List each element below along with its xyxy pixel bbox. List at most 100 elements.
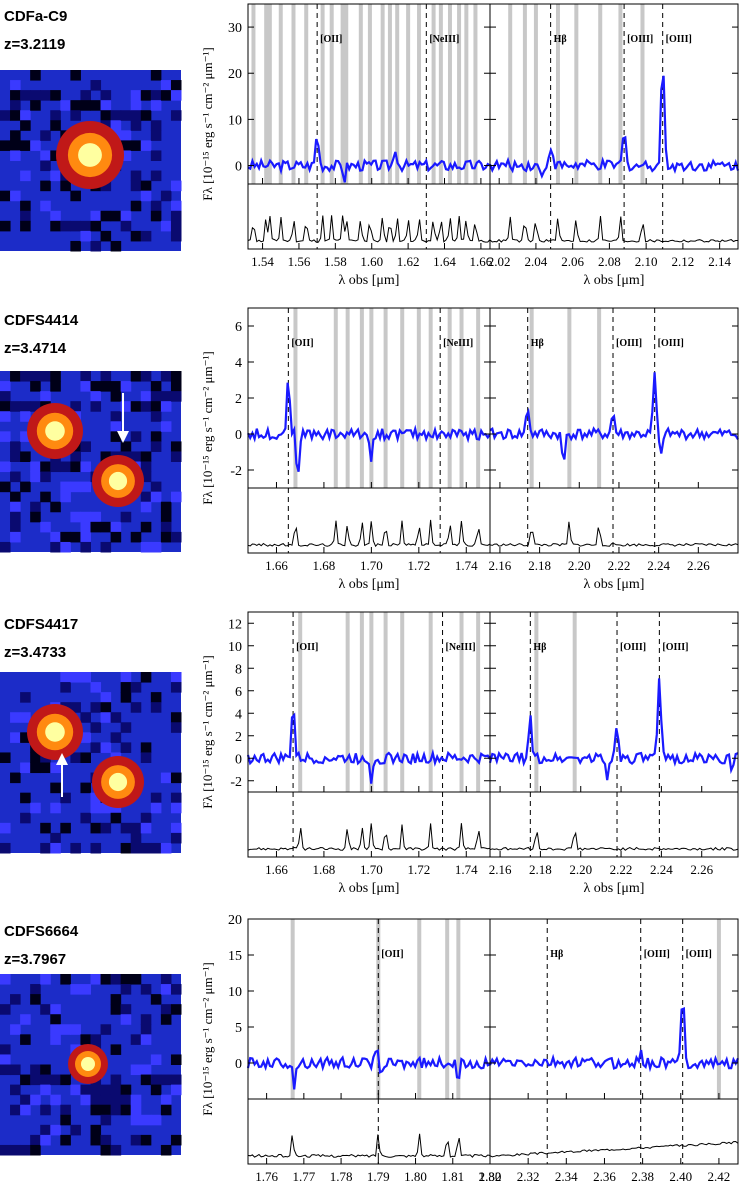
sky-band	[383, 308, 388, 488]
thumbnail-pixel	[90, 702, 102, 713]
x-axis-label: λ obs [μm]	[339, 881, 400, 896]
thumbnail-pixel	[40, 822, 51, 834]
thumbnail-pixel	[120, 984, 132, 995]
panel-left: [OII] [NeIII] 1.54 1.56 1.58 1.60 1.62 1.64 1.66…	[228, 3, 493, 288]
thumbnail-pixel	[20, 1144, 31, 1156]
thumbnail-pixel	[60, 180, 71, 192]
thumbnail-pixel	[170, 792, 182, 804]
thumbnail-pixel	[70, 984, 81, 995]
sky-spectrum	[247, 519, 491, 548]
spectrum-line	[247, 138, 491, 183]
thumbnail-pixel	[40, 521, 51, 533]
thumbnail-pixel	[40, 1134, 51, 1146]
thumbnail-pixel	[50, 150, 61, 161]
thumbnail-pixel	[30, 984, 41, 995]
x-tick-label: 2.24	[650, 862, 673, 877]
thumbnail-pixel	[130, 531, 142, 543]
thumbnail-pixel	[160, 1104, 172, 1116]
sky-band	[716, 919, 721, 1099]
x-axis-label: λ obs [μm]	[339, 273, 400, 288]
thumbnail-pixel	[110, 712, 122, 723]
y-axis-label: Fλ [10⁻¹⁵ erg s⁻¹ cm⁻² μm⁻¹]	[200, 47, 215, 200]
thumbnail-pixel	[100, 381, 112, 392]
thumbnail-pixel	[50, 110, 61, 121]
thumbnail-pixel	[20, 200, 31, 212]
thumbnail-pixel	[140, 401, 152, 412]
x-tick-label: 2.14	[708, 254, 731, 269]
thumbnail-pixel	[110, 1104, 122, 1116]
thumbnail-pixel	[100, 230, 112, 242]
object-redshift: z=3.4714	[4, 340, 67, 357]
x-tick-label: 2.04	[525, 254, 548, 269]
thumbnail-pixel	[120, 722, 132, 733]
thumbnail-pixel	[70, 70, 81, 81]
thumbnail-pixel	[140, 501, 152, 513]
thumbnail-pixel	[120, 1104, 132, 1116]
x-tick-label: 2.22	[608, 558, 631, 573]
thumbnail-pixel	[150, 802, 162, 814]
thumbnail-source	[27, 403, 83, 459]
thumbnail-pixel	[40, 1004, 51, 1015]
thumbnail-pixel	[90, 100, 102, 111]
spectrum-line	[246, 712, 491, 784]
x-tick-label: 1.74	[455, 558, 478, 573]
thumbnail-pixel	[80, 541, 91, 553]
sky-band	[416, 308, 421, 488]
thumbnail-pixel	[140, 110, 152, 121]
thumbnail-pixel	[0, 1054, 11, 1065]
thumbnail-pixel	[80, 441, 91, 452]
sky-band	[555, 4, 560, 184]
sky-spectrum	[489, 215, 738, 243]
thumbnail-pixel	[150, 441, 162, 452]
thumbnail-pixel	[130, 682, 142, 693]
thumbnail-pixel	[10, 501, 21, 513]
x-axis-label: λ obs [μm]	[584, 273, 645, 288]
thumbnail-pixel	[140, 822, 152, 834]
thumbnail-pixel	[0, 381, 11, 392]
thumbnail-pixel	[140, 752, 152, 763]
thumbnail-pixel	[90, 210, 102, 222]
thumbnail-pixel	[30, 140, 41, 151]
arrow-head	[56, 753, 68, 765]
thumbnail-pixel	[0, 190, 11, 202]
thumbnail-pixel	[60, 491, 71, 503]
x-tick-label: 1.66	[470, 254, 493, 269]
line-label: [OII]	[296, 642, 318, 653]
x-tick-label: 1.70	[360, 558, 383, 573]
thumbnail-pixel	[0, 481, 11, 493]
thumbnail-pixel	[160, 371, 172, 382]
thumbnail-pixel	[50, 170, 61, 182]
thumbnail-pixel	[70, 672, 81, 683]
sky-band	[333, 308, 338, 488]
y-tick-label: 6	[235, 320, 242, 335]
thumbnail-pixel	[0, 1004, 11, 1015]
y-tick-label: 10	[228, 640, 242, 655]
object-name: CDFS4414	[4, 312, 79, 329]
thumbnail-pixel	[80, 461, 91, 473]
thumbnail-pixel	[100, 1104, 112, 1116]
thumbnail-pixel	[170, 822, 182, 834]
line-label: Hβ	[533, 642, 546, 653]
thumbnail-pixel	[130, 110, 142, 121]
thumbnail-pixel	[170, 682, 182, 693]
line-label: [NeIII]	[443, 338, 473, 349]
thumbnail-pixel	[150, 100, 162, 111]
thumbnail-pixel	[170, 1054, 182, 1065]
thumbnail-pixel	[110, 531, 122, 543]
thumbnail-pixel	[120, 974, 132, 985]
thumbnail-pixel	[0, 822, 11, 834]
thumbnail-pixel	[70, 511, 81, 523]
thumbnail-pixel	[40, 1064, 51, 1076]
thumbnail-pixel	[50, 501, 61, 513]
thumbnail-pixel	[170, 1074, 182, 1086]
source-core	[81, 1057, 95, 1071]
thumbnail-pixel	[150, 1114, 162, 1126]
object-redshift: z=3.2119	[4, 36, 66, 53]
thumbnail-pixel	[160, 974, 172, 985]
x-tick-label: 1.62	[397, 254, 420, 269]
thumbnail-pixel	[120, 220, 132, 232]
x-tick-label: 1.72	[407, 558, 430, 573]
thumbnail-pixel	[20, 1094, 31, 1106]
sky-band	[447, 4, 452, 184]
